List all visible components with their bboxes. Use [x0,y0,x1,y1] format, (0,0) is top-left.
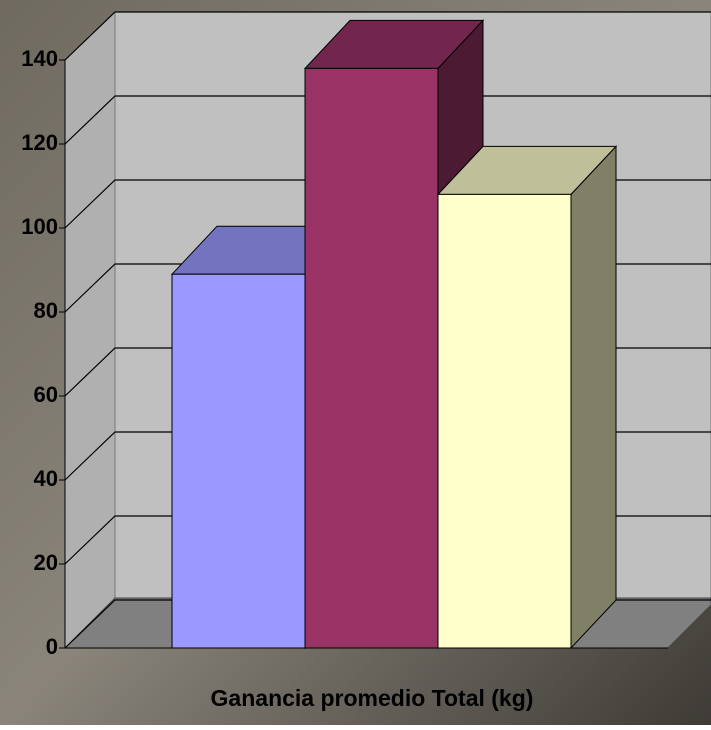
bar [305,68,438,648]
bar [172,274,305,648]
y-tick-label: 40 [34,466,58,491]
y-tick-label: 140 [21,46,58,71]
side-wall [65,12,115,648]
bar-side [571,146,616,648]
y-tick-label: 20 [34,550,58,575]
y-tick-label: 80 [34,298,58,323]
y-tick-label: 120 [21,130,58,155]
chart: 0 20 40 60 80 100 120 140 Ganancia promedio Tot… [0,0,711,725]
y-tick-label: 100 [21,214,58,239]
bar [438,194,571,648]
y-tick-label: 0 [46,634,58,659]
x-tick-label: Ganancia promedio Total (kg) [211,685,534,711]
y-tick-label: 60 [34,382,58,407]
